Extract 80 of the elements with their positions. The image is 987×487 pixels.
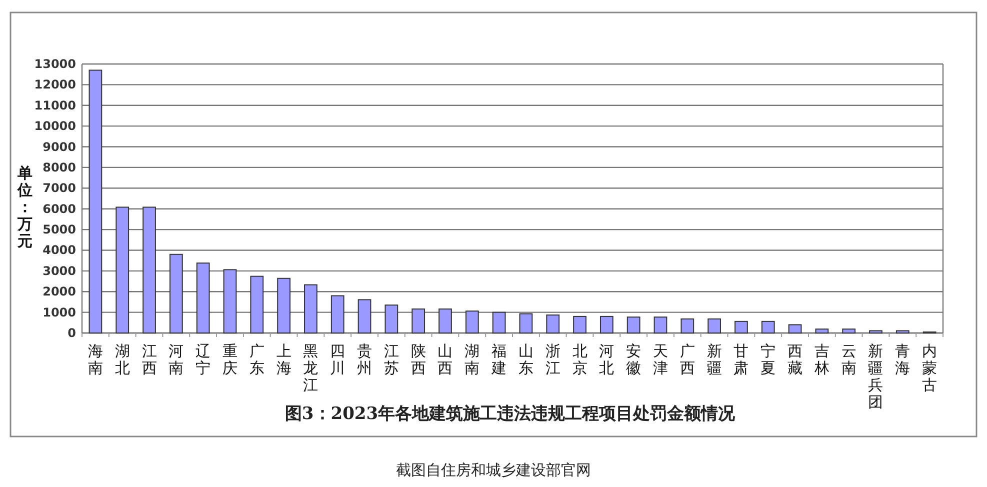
- x-tick-label: 青海: [895, 342, 910, 377]
- bar: [546, 314, 560, 334]
- text: 截图自住房和城乡建设部官网: [396, 461, 591, 479]
- y-tick-label: 12000: [34, 78, 76, 92]
- x-tick-label: 宁夏: [760, 342, 776, 377]
- bar: [654, 316, 668, 334]
- bar: [734, 320, 748, 334]
- bar: [412, 308, 426, 334]
- y-axis-title: 单位：万元: [16, 164, 32, 250]
- bar: [358, 299, 372, 334]
- x-tick-label: 四川: [330, 342, 346, 377]
- y-tick-label: 1000: [42, 305, 76, 320]
- x-tick-label: 黑龙江: [303, 342, 318, 394]
- bar: [761, 320, 775, 334]
- y-tick-label: 6000: [42, 202, 76, 216]
- x-tick-label: 安徽: [626, 342, 642, 377]
- x-tick-label: 北京: [572, 342, 588, 377]
- x-tick-label: 浙江: [545, 342, 560, 377]
- x-tick-label: 湖北: [114, 342, 130, 377]
- x-tick-label: 陕西: [410, 342, 426, 377]
- bar: [330, 295, 344, 334]
- bar: [438, 308, 452, 334]
- bar: [680, 318, 694, 334]
- y-tick-label: 11000: [34, 98, 76, 112]
- x-tick-label: 山西: [438, 342, 453, 377]
- y-tick-label: 9000: [42, 140, 76, 154]
- x-tick-label: 辽宁: [196, 342, 211, 377]
- y-tick-label: 2000: [42, 284, 76, 299]
- x-tick-label: 福建: [490, 342, 507, 377]
- y-tick-label: 3000: [42, 264, 76, 278]
- bar: [788, 324, 802, 334]
- bar: [869, 330, 882, 334]
- bar: [304, 284, 318, 334]
- x-tick-label: 广东: [249, 342, 264, 377]
- x-tick-label: 吉林: [813, 342, 830, 377]
- x-tick-label: 湖南: [464, 342, 480, 377]
- y-tick-label: 10000: [34, 119, 76, 134]
- x-tick-label: 河北: [599, 342, 614, 377]
- bar: [88, 70, 102, 334]
- y-tick-label: 0: [68, 326, 76, 340]
- bar: [519, 313, 533, 334]
- x-tick-label: 江西: [142, 342, 157, 377]
- bar: [196, 262, 210, 334]
- x-tick-label: 广西: [680, 342, 695, 377]
- y-tick-label: 8000: [42, 160, 76, 174]
- bar: [116, 206, 130, 334]
- bar: [708, 318, 721, 334]
- y-tick-label: 4000: [42, 243, 76, 258]
- x-tick-label: 山东: [518, 342, 534, 377]
- x-tick-label: 内蒙古: [922, 342, 938, 394]
- x-tick-label: 天津: [652, 342, 668, 377]
- x-tick-label: 云南: [841, 342, 856, 377]
- bar: [142, 206, 156, 334]
- text: 图3：2023年各地建筑施工违法违规工程项目处罚金额情况: [284, 404, 736, 424]
- x-tick-label: 新疆: [706, 342, 722, 377]
- x-tick-label: 江苏: [384, 342, 399, 377]
- x-tick-label: 西藏: [788, 342, 803, 377]
- x-tick-label: 上海: [276, 342, 292, 377]
- bar: [169, 254, 183, 334]
- y-tick-label: 13000: [34, 57, 76, 71]
- x-tick-label: 河南: [168, 342, 184, 377]
- y-tick-label: 7000: [42, 181, 76, 196]
- x-tick-label: 海南: [88, 342, 103, 377]
- bar: [573, 316, 586, 334]
- bar: [896, 330, 910, 334]
- x-tick-label: 贵州: [357, 342, 372, 377]
- bar: [842, 328, 856, 334]
- bar: [277, 278, 290, 334]
- y-tick-label: 5000: [42, 222, 76, 237]
- bar: [250, 276, 264, 334]
- bar: [626, 316, 640, 334]
- x-tick-label: 新疆兵团: [868, 342, 884, 411]
- bar: [492, 312, 506, 334]
- bar: [223, 269, 237, 334]
- bar: [600, 316, 614, 334]
- bar: [465, 310, 479, 334]
- bar: [815, 328, 829, 334]
- x-tick-label: 重庆: [222, 342, 238, 377]
- bar: [384, 304, 398, 334]
- x-tick-label: 甘肃: [734, 342, 749, 377]
